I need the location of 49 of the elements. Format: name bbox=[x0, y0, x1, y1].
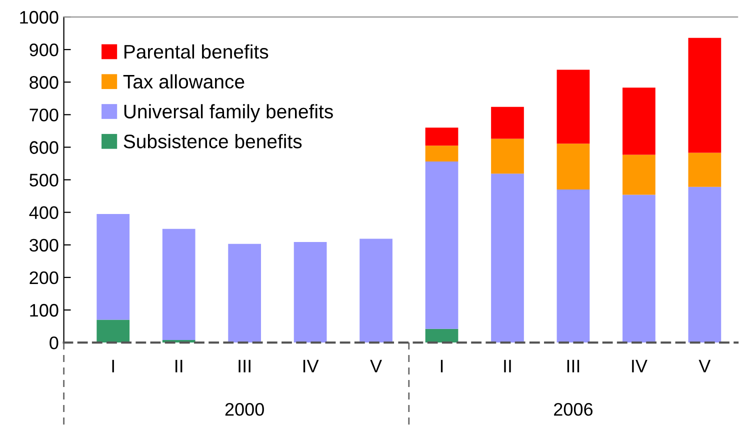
y-tick-label: 1000 bbox=[20, 10, 58, 24]
bar bbox=[162, 228, 196, 340]
bar bbox=[688, 152, 722, 187]
bar bbox=[491, 106, 524, 139]
y-tick-label: 0 bbox=[50, 336, 58, 350]
legend-label: Tax allowance bbox=[123, 74, 244, 89]
x-tick-label: III bbox=[238, 360, 250, 372]
y-tick-label: 100 bbox=[30, 304, 58, 317]
text: 2006 bbox=[554, 402, 593, 416]
bar bbox=[622, 154, 656, 195]
y-tick-label: 300 bbox=[30, 238, 58, 252]
bar bbox=[96, 214, 130, 320]
bar bbox=[556, 144, 590, 190]
bar bbox=[491, 174, 524, 343]
y-tick-label: 200 bbox=[30, 271, 58, 284]
bar bbox=[425, 146, 458, 162]
text: 2000 bbox=[225, 402, 264, 416]
bar bbox=[556, 70, 590, 144]
bar bbox=[688, 38, 722, 153]
x-tick-label: IV bbox=[303, 360, 319, 372]
x-tick-label: V bbox=[370, 360, 382, 372]
x-tick-label: I bbox=[440, 360, 443, 372]
bar bbox=[425, 162, 458, 329]
bar bbox=[622, 194, 656, 343]
bar bbox=[425, 128, 458, 146]
x-tick-label: III bbox=[567, 360, 580, 372]
x-tick-label: II bbox=[175, 360, 182, 372]
y-tick-label: 800 bbox=[30, 76, 58, 89]
bar bbox=[622, 88, 656, 155]
x-tick-label: II bbox=[504, 360, 511, 372]
x-tick-label: V bbox=[698, 360, 711, 372]
bar bbox=[294, 242, 327, 343]
legend-label: Parental benefits bbox=[124, 44, 268, 59]
legend-label: Universal family benefits bbox=[124, 104, 333, 122]
bar bbox=[556, 190, 590, 343]
x-tick-label: IV bbox=[632, 360, 648, 372]
bar bbox=[491, 138, 524, 174]
y-tick-label: 500 bbox=[30, 174, 58, 186]
y-tick-label: 700 bbox=[30, 108, 58, 122]
y-tick-label: 600 bbox=[30, 141, 58, 154]
bar bbox=[228, 244, 262, 343]
x-tick-label: I bbox=[112, 360, 114, 372]
bar bbox=[360, 238, 392, 343]
bar bbox=[96, 320, 130, 343]
bar bbox=[688, 186, 722, 343]
y-tick-label: 400 bbox=[29, 206, 58, 220]
legend-label: Subsistence benefits bbox=[124, 134, 302, 148]
bar bbox=[425, 328, 458, 343]
y-tick-label: 900 bbox=[30, 43, 58, 56]
